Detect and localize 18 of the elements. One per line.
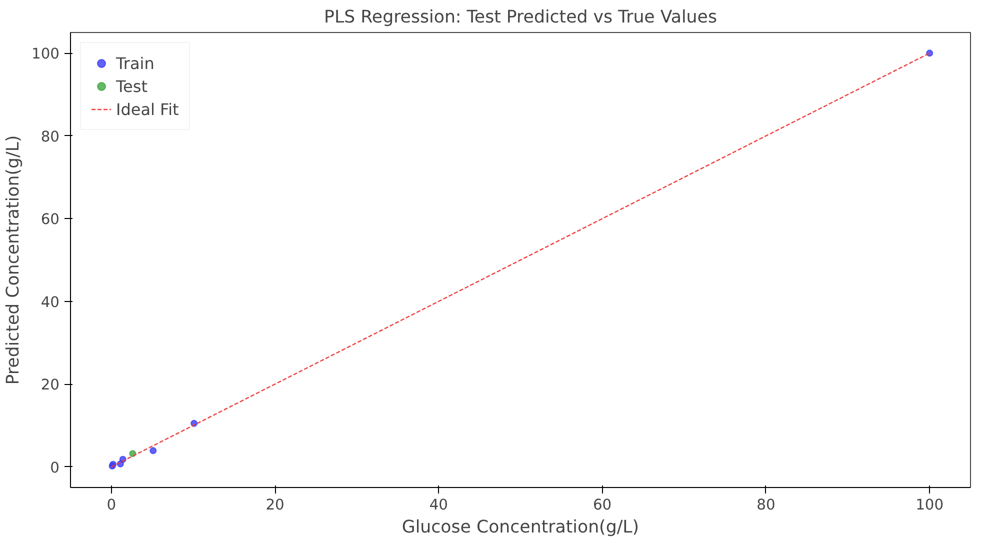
x-axis-title: Glucose Concentration(g/L) <box>402 518 640 538</box>
y-tick-label: 0 <box>50 459 60 476</box>
chart-title: PLS Regression: Test Predicted vs True Values <box>324 8 717 28</box>
x-tick-label: 80 <box>756 496 776 514</box>
x-tick-label: 0 <box>106 496 116 514</box>
x-tick-label: 60 <box>592 496 612 514</box>
y-tick-label: 80 <box>40 128 60 146</box>
x-tick-label: 20 <box>266 496 284 514</box>
legend-label: Test <box>116 76 148 96</box>
y-tick-label: 60 <box>40 211 60 228</box>
x-tick-label: 40 <box>429 496 448 514</box>
y-axis-title: Predicted Concentration(g/L) <box>4 135 24 385</box>
y-tick-label: 100 <box>32 46 60 63</box>
legend-label: Train <box>116 54 154 72</box>
y-tick-label: 20 <box>40 376 60 394</box>
x-tick-label: 100 <box>916 496 944 514</box>
legend-label: Ideal Fit <box>116 100 179 118</box>
y-tick-label: 40 <box>40 294 60 311</box>
